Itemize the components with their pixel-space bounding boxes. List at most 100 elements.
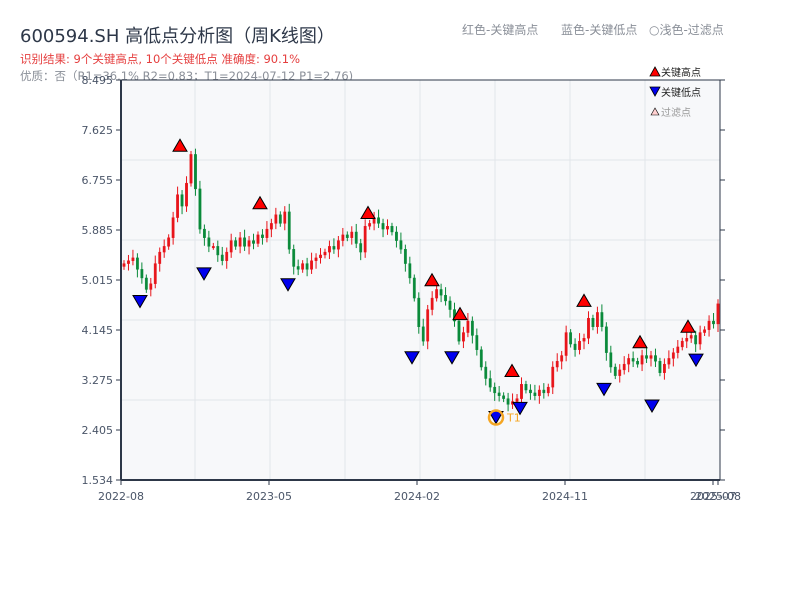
candle-body [582, 338, 586, 342]
candle-body [479, 349, 483, 368]
x-tick-label: 2023-05 [246, 490, 292, 503]
candle-body [278, 214, 282, 224]
candle-body [216, 246, 220, 256]
candle-body [399, 240, 403, 250]
key-low-marker-icon [444, 351, 460, 365]
key-high-marker-icon [680, 319, 696, 333]
candle-body [417, 297, 421, 328]
candle-body [167, 237, 171, 247]
candle-body [350, 231, 354, 238]
candle-body [314, 257, 318, 261]
candle-body [488, 378, 492, 388]
candle-body [685, 338, 689, 342]
candle-body [493, 386, 497, 394]
key-low-marker-icon [644, 399, 660, 414]
candle-body [667, 358, 671, 365]
candle-body [613, 366, 617, 376]
candle-body [162, 246, 166, 253]
candle-body [274, 214, 278, 224]
y-tick-label: 8.495 [82, 74, 114, 87]
candle-body [622, 363, 626, 371]
candle-body [220, 254, 224, 261]
t1-label: T1 [506, 412, 521, 425]
key-low-marker-icon [512, 401, 528, 416]
candle-body [645, 355, 648, 359]
key-high-marker-icon [172, 138, 188, 152]
candle-body [283, 211, 287, 224]
y-tick-label: 3.275 [82, 374, 114, 387]
candle-body [658, 361, 662, 373]
candle-body [207, 237, 211, 247]
candle-body [627, 358, 631, 365]
key-high-marker-icon [252, 195, 268, 210]
candle-body [403, 249, 407, 264]
candle-body [578, 340, 581, 350]
candle-body [238, 237, 242, 247]
candle-body [426, 309, 430, 342]
candle-body [515, 398, 519, 402]
candle-body [707, 320, 711, 330]
candle-body [176, 194, 179, 218]
candle-body [564, 332, 568, 356]
candle-body [319, 254, 322, 259]
candle-body [332, 246, 336, 250]
candle-body [551, 366, 555, 388]
candle-body [663, 363, 666, 373]
grid-lines [121, 80, 720, 480]
candle-body [640, 355, 644, 365]
candle-body [131, 257, 135, 261]
y-tick-label: 2.405 [82, 424, 114, 437]
candle-body [144, 277, 148, 290]
key-low-marker-icon [280, 278, 296, 292]
result-summary: 识别结果: 9个关键高点, 10个关键低点 准确度: 90.1% [20, 52, 301, 66]
candle-body [421, 326, 425, 342]
candle-body [524, 384, 528, 391]
candle-body [363, 226, 367, 253]
candle-body [435, 289, 439, 299]
candle-body [189, 154, 193, 184]
key-high-marker-icon [424, 272, 440, 287]
candle-body [225, 251, 229, 261]
key-low-marker-icon [404, 351, 420, 365]
key-low-marker-icon [196, 267, 212, 281]
candle-body [529, 389, 532, 394]
candle-body [439, 289, 443, 296]
key-high-marker-icon [576, 293, 592, 307]
candle-body [591, 317, 595, 328]
candle-body [386, 226, 389, 230]
candle-body [448, 300, 452, 310]
candle-body [430, 297, 434, 310]
x-tick-label: 2025-08 [695, 490, 741, 503]
legend-low-label: 关键低点 [661, 86, 701, 99]
key-high-marker-icon [632, 334, 648, 349]
candle-body [698, 332, 702, 345]
axes: 1.534 2.405 3.275 4.145 5.015 5.885 6.755 7.625… [82, 74, 741, 503]
candle-body [158, 251, 162, 264]
candle-body [135, 257, 139, 270]
candle-body [345, 234, 349, 238]
candle-body [229, 240, 233, 253]
candle-body [631, 358, 635, 362]
candle-body [466, 320, 470, 333]
y-tick-label: 5.015 [82, 274, 114, 287]
legend-blue-low: 蓝色-关键低点 [561, 23, 638, 37]
candle-body [712, 320, 715, 325]
y-tick-label: 7.625 [82, 124, 114, 137]
candle-body [484, 366, 488, 379]
candle-body [609, 352, 613, 368]
candle-body [573, 343, 577, 350]
candle-body [502, 395, 506, 399]
candle-body [243, 237, 246, 247]
candle-body [305, 263, 309, 270]
candle-body [377, 217, 380, 224]
chart-legend: 关键高点 关键低点 过滤点 [649, 66, 701, 119]
candle-body [140, 269, 144, 279]
legend-high-label: 关键高点 [661, 66, 701, 79]
candle-body [649, 355, 653, 359]
filtered-marker-icon [650, 107, 660, 116]
candle-body [149, 283, 153, 290]
candle-body [202, 228, 206, 238]
candle-body [689, 335, 693, 339]
candle-body [569, 332, 573, 345]
